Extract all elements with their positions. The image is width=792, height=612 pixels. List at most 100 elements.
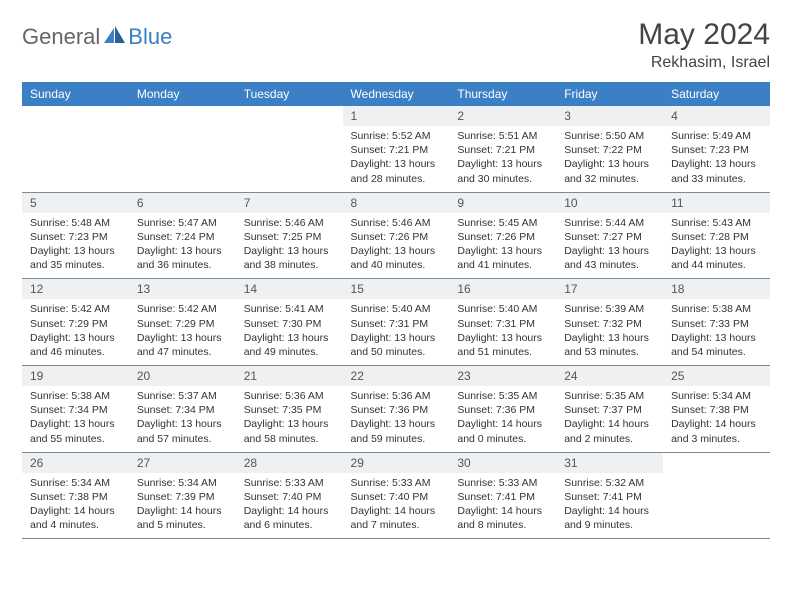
calendar-cell: 1Sunrise: 5:52 AMSunset: 7:21 PMDaylight…: [343, 106, 450, 192]
sunset-text: Sunset: 7:22 PM: [564, 143, 655, 157]
calendar-week-row: 26Sunrise: 5:34 AMSunset: 7:38 PMDayligh…: [22, 452, 770, 539]
sunset-text: Sunset: 7:41 PM: [457, 490, 548, 504]
day-number: 13: [129, 279, 236, 299]
calendar-cell: 25Sunrise: 5:34 AMSunset: 7:38 PMDayligh…: [663, 366, 770, 453]
sunset-text: Sunset: 7:37 PM: [564, 403, 655, 417]
day-number: 23: [449, 366, 556, 386]
day-number: 5: [22, 193, 129, 213]
day-details: Sunrise: 5:40 AMSunset: 7:31 PMDaylight:…: [343, 299, 450, 365]
daylight-text: Daylight: 13 hours and 59 minutes.: [351, 417, 442, 445]
day-number: 3: [556, 106, 663, 126]
day-details: Sunrise: 5:36 AMSunset: 7:35 PMDaylight:…: [236, 386, 343, 452]
calendar-cell: 31Sunrise: 5:32 AMSunset: 7:41 PMDayligh…: [556, 452, 663, 539]
calendar-cell: 22Sunrise: 5:36 AMSunset: 7:36 PMDayligh…: [343, 366, 450, 453]
daylight-text: Daylight: 14 hours and 2 minutes.: [564, 417, 655, 445]
header: General Blue May 2024 Rekhasim, Israel: [22, 18, 770, 72]
sunrise-text: Sunrise: 5:43 AM: [671, 216, 762, 230]
day-details: Sunrise: 5:46 AMSunset: 7:25 PMDaylight:…: [236, 213, 343, 279]
day-header: Sunday: [22, 82, 129, 106]
sunset-text: Sunset: 7:31 PM: [351, 317, 442, 331]
day-header-row: Sunday Monday Tuesday Wednesday Thursday…: [22, 82, 770, 106]
calendar-week-row: 12Sunrise: 5:42 AMSunset: 7:29 PMDayligh…: [22, 279, 770, 366]
sunset-text: Sunset: 7:25 PM: [244, 230, 335, 244]
sunset-text: Sunset: 7:40 PM: [351, 490, 442, 504]
sunset-text: Sunset: 7:27 PM: [564, 230, 655, 244]
day-details: Sunrise: 5:46 AMSunset: 7:26 PMDaylight:…: [343, 213, 450, 279]
day-number: 24: [556, 366, 663, 386]
day-number: 7: [236, 193, 343, 213]
day-details: [129, 126, 236, 182]
daylight-text: Daylight: 13 hours and 57 minutes.: [137, 417, 228, 445]
calendar-cell: 13Sunrise: 5:42 AMSunset: 7:29 PMDayligh…: [129, 279, 236, 366]
calendar-week-row: 19Sunrise: 5:38 AMSunset: 7:34 PMDayligh…: [22, 366, 770, 453]
daylight-text: Daylight: 13 hours and 35 minutes.: [30, 244, 121, 272]
daylight-text: Daylight: 13 hours and 36 minutes.: [137, 244, 228, 272]
sunrise-text: Sunrise: 5:40 AM: [351, 302, 442, 316]
brand-part2: Blue: [128, 24, 172, 50]
day-number: 28: [236, 453, 343, 473]
day-details: Sunrise: 5:40 AMSunset: 7:31 PMDaylight:…: [449, 299, 556, 365]
day-number: 31: [556, 453, 663, 473]
day-number: 18: [663, 279, 770, 299]
sunrise-text: Sunrise: 5:46 AM: [351, 216, 442, 230]
calendar-body: 1Sunrise: 5:52 AMSunset: 7:21 PMDaylight…: [22, 106, 770, 539]
sunrise-text: Sunrise: 5:41 AM: [244, 302, 335, 316]
calendar-cell: 29Sunrise: 5:33 AMSunset: 7:40 PMDayligh…: [343, 452, 450, 539]
day-details: Sunrise: 5:39 AMSunset: 7:32 PMDaylight:…: [556, 299, 663, 365]
sunrise-text: Sunrise: 5:32 AM: [564, 476, 655, 490]
daylight-text: Daylight: 13 hours and 33 minutes.: [671, 157, 762, 185]
sunrise-text: Sunrise: 5:34 AM: [671, 389, 762, 403]
calendar-cell: 9Sunrise: 5:45 AMSunset: 7:26 PMDaylight…: [449, 192, 556, 279]
sunset-text: Sunset: 7:36 PM: [351, 403, 442, 417]
day-header: Monday: [129, 82, 236, 106]
day-details: Sunrise: 5:48 AMSunset: 7:23 PMDaylight:…: [22, 213, 129, 279]
day-number: 16: [449, 279, 556, 299]
calendar-cell: 21Sunrise: 5:36 AMSunset: 7:35 PMDayligh…: [236, 366, 343, 453]
calendar-cell: 17Sunrise: 5:39 AMSunset: 7:32 PMDayligh…: [556, 279, 663, 366]
day-details: [663, 473, 770, 529]
day-number: [236, 106, 343, 126]
daylight-text: Daylight: 13 hours and 41 minutes.: [457, 244, 548, 272]
sunset-text: Sunset: 7:29 PM: [30, 317, 121, 331]
day-details: Sunrise: 5:42 AMSunset: 7:29 PMDaylight:…: [129, 299, 236, 365]
daylight-text: Daylight: 13 hours and 47 minutes.: [137, 331, 228, 359]
brand-logo: General Blue: [22, 18, 172, 50]
day-number: 2: [449, 106, 556, 126]
daylight-text: Daylight: 13 hours and 51 minutes.: [457, 331, 548, 359]
day-details: Sunrise: 5:32 AMSunset: 7:41 PMDaylight:…: [556, 473, 663, 539]
sunrise-text: Sunrise: 5:33 AM: [351, 476, 442, 490]
day-number: 29: [343, 453, 450, 473]
sunrise-text: Sunrise: 5:39 AM: [564, 302, 655, 316]
title-block: May 2024 Rekhasim, Israel: [638, 18, 770, 72]
day-details: Sunrise: 5:45 AMSunset: 7:26 PMDaylight:…: [449, 213, 556, 279]
day-details: Sunrise: 5:43 AMSunset: 7:28 PMDaylight:…: [663, 213, 770, 279]
calendar-cell: 3Sunrise: 5:50 AMSunset: 7:22 PMDaylight…: [556, 106, 663, 192]
calendar-cell: 12Sunrise: 5:42 AMSunset: 7:29 PMDayligh…: [22, 279, 129, 366]
day-number: 10: [556, 193, 663, 213]
calendar-cell: 11Sunrise: 5:43 AMSunset: 7:28 PMDayligh…: [663, 192, 770, 279]
calendar-cell: [663, 452, 770, 539]
calendar-cell: 23Sunrise: 5:35 AMSunset: 7:36 PMDayligh…: [449, 366, 556, 453]
day-details: [22, 126, 129, 182]
calendar-week-row: 1Sunrise: 5:52 AMSunset: 7:21 PMDaylight…: [22, 106, 770, 192]
sunrise-text: Sunrise: 5:33 AM: [457, 476, 548, 490]
sunset-text: Sunset: 7:41 PM: [564, 490, 655, 504]
sunset-text: Sunset: 7:24 PM: [137, 230, 228, 244]
sunrise-text: Sunrise: 5:47 AM: [137, 216, 228, 230]
day-details: Sunrise: 5:33 AMSunset: 7:40 PMDaylight:…: [236, 473, 343, 539]
calendar-cell: 2Sunrise: 5:51 AMSunset: 7:21 PMDaylight…: [449, 106, 556, 192]
calendar-cell: 4Sunrise: 5:49 AMSunset: 7:23 PMDaylight…: [663, 106, 770, 192]
calendar-cell: 24Sunrise: 5:35 AMSunset: 7:37 PMDayligh…: [556, 366, 663, 453]
day-header: Tuesday: [236, 82, 343, 106]
day-details: Sunrise: 5:52 AMSunset: 7:21 PMDaylight:…: [343, 126, 450, 192]
calendar-cell: 27Sunrise: 5:34 AMSunset: 7:39 PMDayligh…: [129, 452, 236, 539]
day-details: Sunrise: 5:51 AMSunset: 7:21 PMDaylight:…: [449, 126, 556, 192]
day-number: 27: [129, 453, 236, 473]
calendar-cell: 5Sunrise: 5:48 AMSunset: 7:23 PMDaylight…: [22, 192, 129, 279]
sunset-text: Sunset: 7:21 PM: [457, 143, 548, 157]
calendar-cell: 20Sunrise: 5:37 AMSunset: 7:34 PMDayligh…: [129, 366, 236, 453]
day-details: Sunrise: 5:49 AMSunset: 7:23 PMDaylight:…: [663, 126, 770, 192]
day-details: Sunrise: 5:41 AMSunset: 7:30 PMDaylight:…: [236, 299, 343, 365]
calendar-cell: 26Sunrise: 5:34 AMSunset: 7:38 PMDayligh…: [22, 452, 129, 539]
daylight-text: Daylight: 14 hours and 3 minutes.: [671, 417, 762, 445]
